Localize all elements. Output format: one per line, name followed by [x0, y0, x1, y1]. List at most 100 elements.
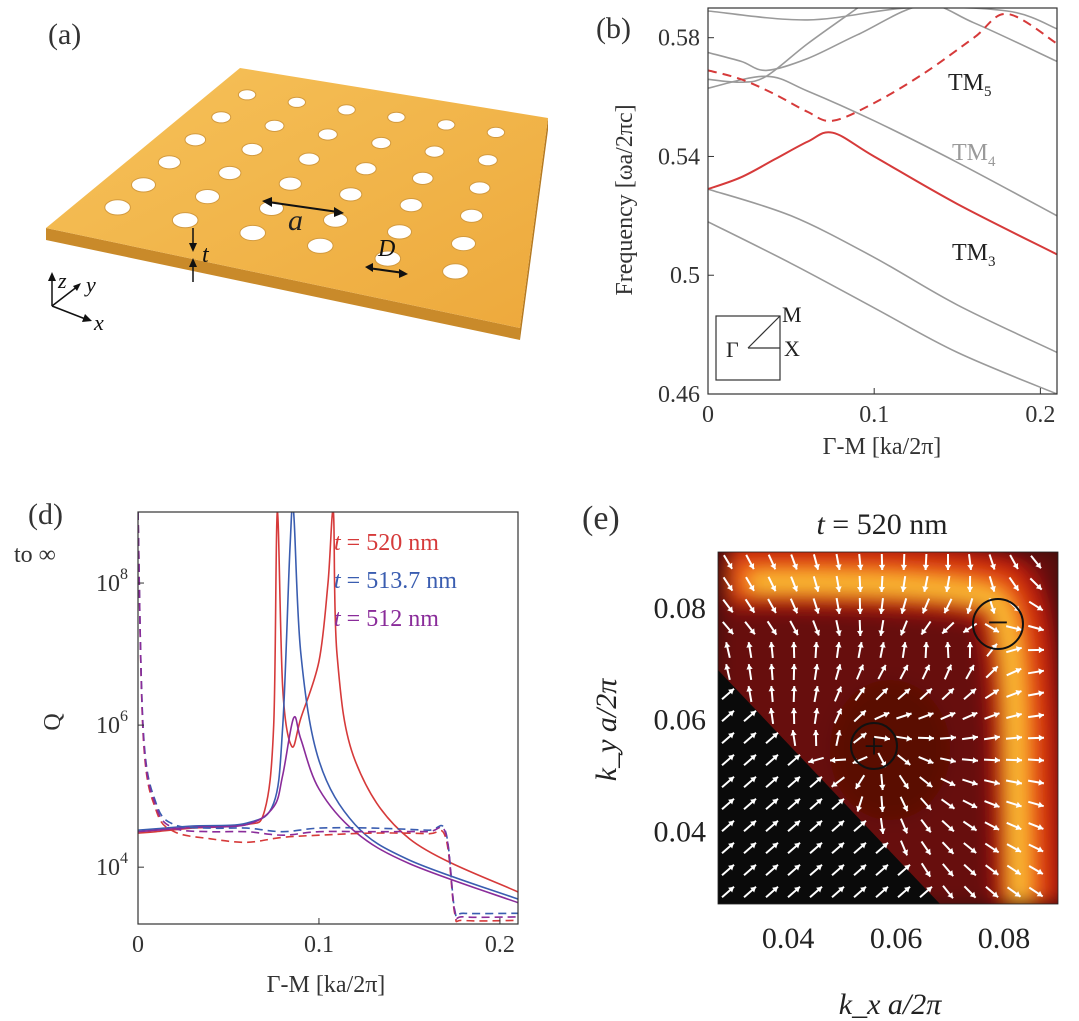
polarization-arrowhead [993, 802, 1000, 808]
air-hole [264, 119, 285, 133]
polarization-arrowhead [830, 757, 836, 764]
air-hole [374, 250, 402, 267]
polarization-arrowhead [813, 563, 820, 570]
polarization-arrowhead [903, 782, 909, 789]
q-factor-chart: 108 106 104 0 0.1 0.2 to ∞ Q Γ-M [ka/2π] t = … [14, 511, 519, 998]
to-infinity-label: to ∞ [14, 542, 56, 568]
polarization-arrowhead [1015, 824, 1022, 830]
polarization-arrowhead [879, 784, 886, 790]
air-hole [451, 236, 476, 252]
x-tick-label: 0.08 [978, 922, 1031, 955]
polarization-arrowhead [949, 712, 956, 718]
air-holes [104, 89, 506, 280]
polarization-arrowhead [1015, 801, 1022, 808]
air-hole [477, 154, 498, 167]
thickness-label: t [202, 242, 210, 268]
polarization-arrowhead [994, 734, 1000, 741]
polarization-arrowhead [768, 664, 775, 670]
polarization-arrowhead [882, 886, 888, 893]
polarization-arrowhead [816, 776, 822, 783]
polarization-arrowhead [1016, 734, 1022, 741]
polarization-arrowhead [925, 848, 931, 855]
polarization-arrowhead [1038, 625, 1044, 632]
polarization-arrowhead [989, 563, 996, 570]
air-hole [460, 208, 484, 223]
polarization-arrowhead [749, 628, 755, 635]
polarization-arrowhead [771, 628, 777, 635]
polarization-arrowhead [768, 708, 775, 714]
legend-item-513: t = 513.7 nm [334, 568, 457, 594]
air-hole [339, 187, 363, 202]
q-curve [138, 512, 518, 918]
polarization-arrowhead [1013, 584, 1019, 591]
diameter-label: D [377, 236, 395, 262]
polarization-arrowhead [925, 826, 931, 833]
polarization-arrowhead [750, 776, 756, 783]
polarization-arrowhead [1035, 562, 1041, 569]
polarization-arrowhead [966, 607, 973, 614]
polarization-arrowhead [772, 842, 778, 849]
polarization-arrowhead [879, 642, 886, 648]
air-hole [218, 165, 242, 181]
heatmap [718, 552, 1058, 904]
polarization-arrowhead [1016, 625, 1022, 632]
polarization-arrowhead [922, 586, 929, 592]
polarization-arrowhead [816, 798, 822, 805]
x-axis-label: Γ-M [ka/2π] [823, 434, 942, 460]
polarization-arrowhead [926, 886, 932, 893]
polarization-arrowhead [770, 607, 777, 613]
air-hole [287, 96, 306, 108]
air-hole [424, 145, 445, 158]
slab-front-face [46, 228, 520, 340]
polarization-arrowhead [942, 627, 948, 634]
panel-b-label: (b) [596, 12, 631, 45]
y-tick-label: 0.46 [658, 382, 700, 408]
x-tick-label: 0.1 [304, 932, 334, 958]
polarization-arrowhead [860, 820, 866, 827]
polarization-arrowhead [904, 886, 910, 893]
inset-x: X [784, 336, 800, 361]
y-tick-label: 108 [96, 566, 128, 597]
y-axis-label: Q [40, 713, 66, 730]
air-hole [184, 133, 207, 147]
x-axis-label: Γ-M [ka/2π] [267, 972, 386, 998]
polarization-arrowhead [813, 607, 820, 614]
polarization-arrowhead [838, 820, 844, 827]
polarization-arrowhead [992, 626, 999, 633]
polarization-arrowhead [989, 607, 996, 614]
polarization-arrowhead [724, 664, 731, 670]
polarization-arrowhead [927, 758, 934, 764]
polarization-arrowhead [772, 886, 778, 893]
panel-e-label: (e) [582, 500, 620, 537]
polarization-arrowhead [794, 754, 800, 761]
panel-e: (e) t = 520 nm [560, 490, 1079, 1021]
polarization-arrowhead [992, 869, 999, 875]
polarization-arrowhead [900, 629, 906, 636]
air-hole [278, 176, 302, 191]
polarization-arrowhead [813, 708, 820, 714]
polarization-arrowhead [726, 562, 733, 569]
air-hole [468, 181, 491, 195]
polarization-arrowhead [902, 664, 909, 671]
polarization-arrowhead [944, 642, 951, 648]
polarization-arrowhead [924, 664, 931, 671]
air-hole [171, 212, 199, 229]
polarization-arrowhead [794, 798, 800, 805]
polarization-arrowhead [794, 886, 800, 893]
x-tick-label: 0.06 [870, 922, 923, 955]
polarization-arrowhead [963, 627, 970, 633]
polarization-arrowhead [836, 708, 842, 715]
polarization-arrowhead [949, 780, 956, 787]
polarization-arrowhead [750, 842, 756, 849]
polarization-arrowhead [905, 712, 912, 719]
x-tick-label: 0.2 [1025, 402, 1055, 428]
air-hole [355, 162, 377, 176]
polarization-arrowhead [746, 664, 753, 670]
polarization-arrowhead [884, 735, 890, 742]
polarization-arrowhead [728, 776, 734, 783]
polarization-arrowhead [882, 842, 888, 849]
polarization-arrowhead [792, 629, 799, 636]
polarization-arrowhead [838, 798, 844, 805]
y-tick-label: 106 [96, 708, 128, 739]
y-tick-label: 0.58 [658, 26, 700, 52]
